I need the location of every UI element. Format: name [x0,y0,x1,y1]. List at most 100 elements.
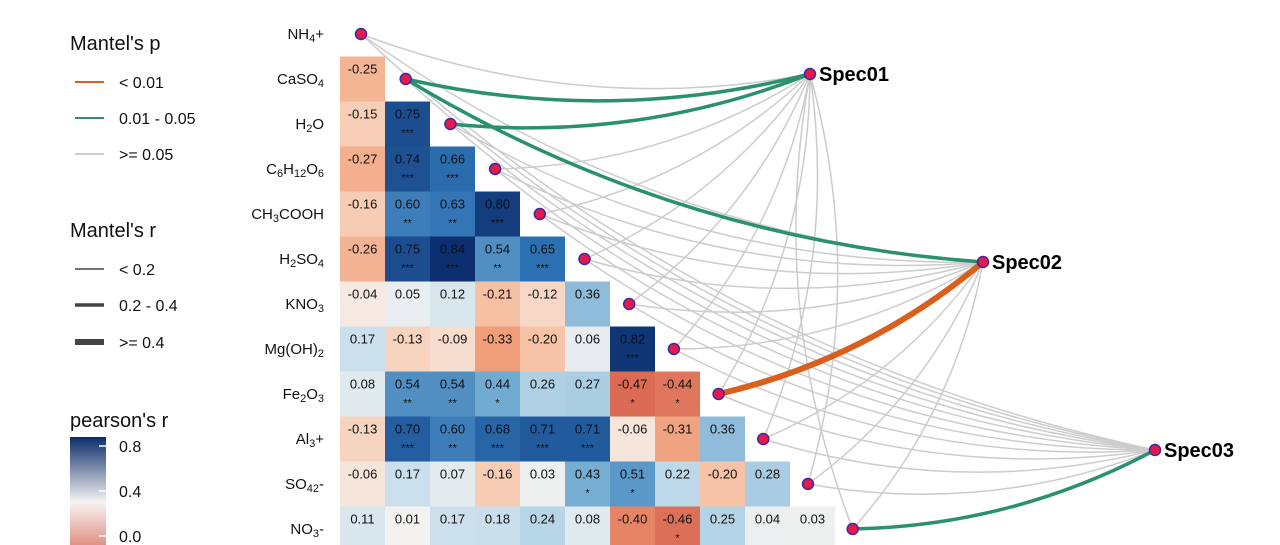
heatmap-cell-value: -0.16 [483,467,513,482]
pearson-tick-label-0.4: 0.4 [119,484,141,501]
heatmap-cell: -0.16 [475,461,520,507]
mantel-link [539,73,811,215]
heatmap-cell: 0.03 [790,506,835,545]
heatmap-cell-value: 0.75 [395,107,420,122]
mantel-r-label-large: >= 0.4 [119,335,164,352]
variable-label: KNO3 [285,296,324,315]
heatmap-cell: -0.06 [610,416,655,462]
heatmap-cell-value: -0.12 [528,287,558,302]
heatmap-cell-value: 0.44 [485,377,510,392]
heatmap-cell-significance: * [675,533,680,545]
heatmap-cell-value: 0.60 [395,197,420,212]
heatmap-cell: -0.15 [340,101,385,147]
mantel-link [807,73,839,485]
heatmap-cell-value: -0.26 [348,242,378,257]
heatmap-cell-fill [700,506,745,545]
variable-node [488,162,502,176]
mantel-link [539,213,1156,451]
variable-node [354,27,368,41]
variable-label: CaSO4 [277,71,324,90]
heatmap-cell: 0.24 [520,506,565,545]
variable-label: H2O [295,116,324,135]
heatmap-cell-value: 0.36 [575,287,600,302]
heatmap-cell: -0.25 [340,56,385,102]
mantel-link [494,168,984,267]
heatmap-cell-fill [520,416,565,462]
heatmap-cell-fill [745,506,790,545]
pearson-legend-title: pearson's r [70,410,169,432]
heatmap-cell-value: 0.25 [710,512,735,527]
mantel-link [852,261,984,530]
heatmap-cell-significance: ** [448,398,457,410]
heatmap-cell-fill [610,506,655,545]
heatmap-cell: -0.40 [610,506,655,545]
variable-label: CH3COOH [251,206,324,225]
heatmap-cell: 0.71 *** [565,416,610,462]
variable-node [712,387,725,401]
heatmap-cell-fill [475,371,520,417]
heatmap-cell: 0.75 *** [385,236,430,282]
heatmap-cell-value: 0.74 [395,152,420,167]
variable-node [801,477,815,491]
heatmap-cell-significance: *** [446,173,460,185]
heatmap-cell: 0.44 * [475,371,520,417]
heatmap-cell-fill [340,191,385,237]
heatmap-cell: -0.44 * [655,371,700,417]
species-label: Spec01 [819,64,889,86]
heatmap-cell: 0.54 ** [430,371,475,417]
heatmap-cell-value: 0.01 [395,512,420,527]
heatmap-cell-fill [610,371,655,417]
mantel-r-label-medium: 0.2 - 0.4 [119,298,178,315]
heatmap-cell-value: -0.47 [618,377,648,392]
heatmap-cell: 0.25 [700,506,745,545]
heatmap-cell: 0.01 [385,506,430,545]
heatmap-cell: 0.82 *** [610,326,655,372]
heatmap-cell-value: 0.06 [575,332,600,347]
variable-node [578,252,591,266]
heatmap-cell-fill [655,461,700,507]
heatmap-cell: 0.63 ** [430,191,475,237]
heatmap-cell: 0.60 ** [430,416,475,462]
heatmap-cell-fill [430,371,475,417]
heatmap-cell-significance: *** [536,443,550,455]
heatmap-cell-fill [340,281,385,327]
heatmap-cell: 0.60 ** [385,191,430,237]
mantel-link-significant [403,72,812,103]
mantel-link [584,258,1156,451]
heatmap-cell: 0.75 *** [385,101,430,147]
heatmap-cell-fill [385,281,430,327]
heatmap-cell-significance: * [675,398,680,410]
mantel-link-significant [850,448,1157,531]
heatmap-cell: 0.17 [385,461,430,507]
pearson-tick-label-0.0: 0.0 [119,529,141,545]
heatmap-cell: -0.12 [520,281,565,327]
heatmap-cell-value: 0.05 [395,287,420,302]
heatmap-cell-fill [475,281,520,327]
heatmap-cell-value: 0.84 [440,242,465,257]
heatmap-cell-fill [385,146,430,192]
variable-node [399,72,412,86]
mantel-link [629,261,984,313]
variable-node [846,522,859,536]
heatmap-cell-value: 0.43 [575,467,600,482]
heatmap-cell-fill [430,506,475,545]
heatmap-cell-fill [340,461,385,507]
heatmap-cell-significance: * [630,488,635,500]
heatmap-cell-fill [340,56,385,102]
heatmap-cell: 0.17 [340,326,385,372]
heatmap-cell-fill [655,371,700,417]
heatmap-cell-value: -0.20 [528,332,558,347]
mantel-link [717,73,811,395]
heatmap-cell-value: -0.13 [393,332,423,347]
heatmap-cell: -0.13 [340,416,385,462]
mantel-link [807,261,984,485]
heatmap-cell: -0.16 [340,191,385,237]
heatmap-cell-value: -0.46 [663,512,693,527]
variable-label: C6H12O6 [266,161,324,180]
heatmap-cell-fill [565,281,610,327]
heatmap-cell-value: -0.13 [348,422,378,437]
heatmap-cell-value: 0.70 [395,422,420,437]
heatmap-cell-fill [475,506,520,545]
heatmap-cell-value: 0.12 [440,287,465,302]
